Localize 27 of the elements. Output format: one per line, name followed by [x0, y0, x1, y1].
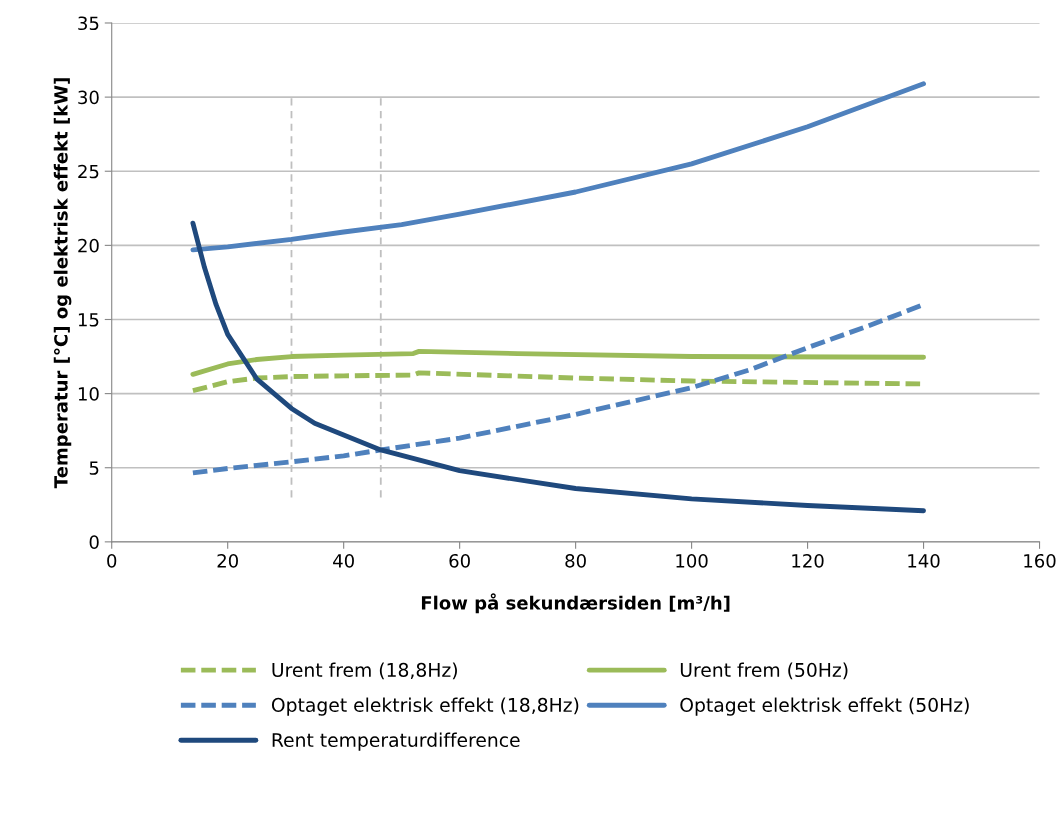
legend-label: Urent frem (18,8Hz) [272, 662, 457, 680]
line-series [190, 348, 926, 377]
x-tick-label: 20 [217, 553, 238, 568]
x-tick-label: 40 [333, 553, 354, 568]
y-tick-label: 10 [78, 387, 99, 401]
x-tick-label: 60 [449, 553, 470, 568]
x-tick-label: 0 [107, 553, 117, 568]
y-tick-label: 30 [78, 90, 99, 105]
x-tick-label: 80 [565, 553, 586, 568]
legend-label: Rent temperaturdifference [272, 732, 520, 751]
x-axis-title: Flow på sekundærsiden [m³/h] [421, 593, 730, 614]
y-tick-label: 35 [78, 16, 99, 31]
legend-label: Optaget elektrisk effekt (18,8Hz) [271, 697, 579, 716]
x-tick-label: 140 [908, 553, 940, 568]
x-tick-label: 100 [676, 553, 708, 568]
y-axis-title: Temperatur [°C] og elektrisk effekt [kW] [53, 78, 72, 489]
y-tick-label: 15 [78, 313, 99, 327]
legend-label: Optaget elektrisk effekt (50Hz) [680, 697, 969, 716]
line-series [190, 81, 926, 253]
line-series [190, 220, 926, 514]
y-tick-label: 5 [89, 461, 99, 475]
y-tick-label: 0 [89, 535, 99, 549]
x-tick-label: 160 [1024, 553, 1056, 568]
legend-label: Urent frem (50Hz) [680, 662, 848, 680]
x-tick-label: 120 [792, 553, 824, 568]
y-tick-label: 25 [78, 164, 99, 179]
y-tick-label: 20 [78, 238, 99, 253]
